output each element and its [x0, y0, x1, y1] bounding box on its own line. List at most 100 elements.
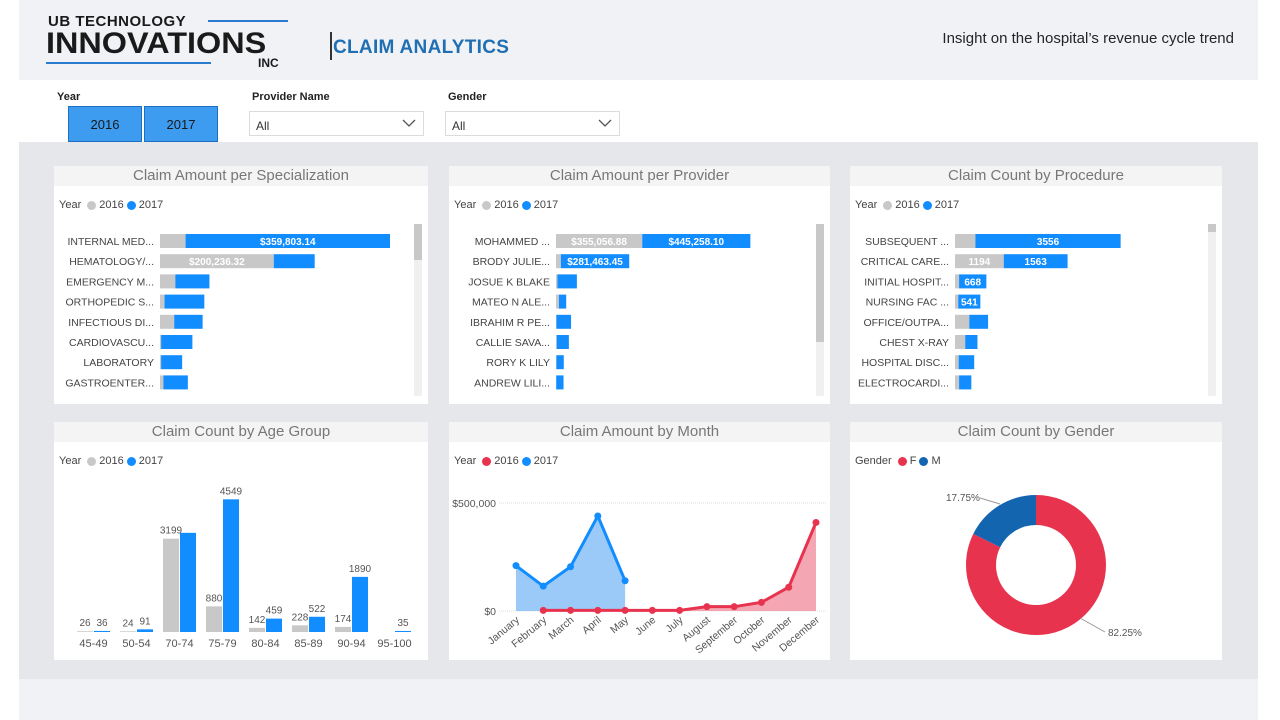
category-label: ANDREW LILI...: [474, 377, 550, 389]
category-label: MOHAMMED ...: [475, 236, 550, 248]
category-label: HOSPITAL DISC...: [861, 357, 949, 369]
bar-2016: [955, 254, 1004, 269]
bar-2016: [955, 355, 959, 370]
chart-legend: Year 2016 2017: [855, 199, 959, 211]
x-tick-label: 70-74: [165, 638, 193, 650]
leader-line: [1079, 617, 1106, 633]
legend-label-2016: 2016: [494, 199, 519, 211]
header-tagline: Insight on the hospital’s revenue cycle …: [942, 30, 1234, 47]
x-tick-label: April: [580, 614, 604, 637]
column-2017: [94, 630, 110, 632]
category-label: JOSUE K BLAKE: [468, 276, 550, 288]
column-chart: 26 36 45-49 24 91 50-54 3199 70-74 880 4549 75-79 1…: [77, 486, 412, 650]
category-label: CALLIE SAVA...: [476, 337, 550, 349]
bar-2017: [1003, 254, 1068, 269]
bar-2016: [955, 335, 966, 349]
bar-2016: [160, 234, 186, 248]
point-2016: [812, 518, 820, 526]
chart-scrollbar[interactable]: [816, 224, 824, 396]
x-tick-label: 85-89: [294, 638, 322, 650]
category-label: CHEST X-RAY: [879, 337, 949, 349]
scrollbar-thumb[interactable]: [1208, 224, 1216, 232]
data-label-2017: 1890: [349, 564, 372, 575]
footer-bar: [19, 679, 1258, 720]
legend-label-m: M: [931, 455, 941, 467]
data-label-2017: 1563: [1025, 257, 1048, 268]
data-label-2017: $281,463.45: [567, 257, 623, 268]
chart-title: Claim Amount per Provider: [449, 166, 830, 186]
point-2016: [785, 583, 793, 591]
chart-scrollbar[interactable]: [414, 224, 422, 396]
data-label-2016: 142: [249, 615, 266, 626]
provider-dropdown[interactable]: All: [249, 111, 424, 136]
bar-2017: [969, 314, 989, 329]
data-label-2017: 541: [961, 298, 978, 309]
bar-2016: [955, 234, 976, 248]
scrollbar-thumb[interactable]: [414, 224, 422, 260]
bar-2016: [955, 274, 960, 289]
legend-label-f: F: [909, 455, 917, 467]
chart-legend: Year 2016 2017: [454, 455, 558, 467]
bar-2017: [965, 335, 978, 349]
category-label: ORTHOPEDIC S...: [66, 297, 155, 309]
data-label-2016: 3199: [160, 526, 183, 537]
point-2016: [757, 598, 765, 606]
provider-slicer-label: Provider Name: [252, 91, 330, 103]
category-label: MATEO N ALE...: [472, 297, 550, 309]
legend-dot-2016: [87, 456, 97, 466]
data-label-2017: $359,803.14: [260, 237, 316, 248]
data-label-2017: 91: [139, 616, 151, 627]
bar-2017: [273, 254, 315, 269]
chart-card-age-group[interactable]: Claim Count by Age Group Year 2016 2017 …: [54, 422, 428, 660]
chart-legend: Year 2016 2017: [59, 455, 163, 467]
column-2016: [77, 631, 93, 632]
legend-dot-2017: [922, 200, 932, 210]
year-button-2017[interactable]: 2017: [144, 106, 218, 142]
point-2017: [567, 563, 575, 571]
legend-label-2016: 2016: [895, 199, 920, 211]
data-label-2017: 522: [309, 604, 326, 615]
legend-dot-2017: [521, 200, 531, 210]
donut-slice-m: [966, 495, 1106, 635]
category-label: INITIAL HOSPIT...: [864, 276, 949, 288]
bar-2016: [160, 274, 176, 289]
x-tick-label: 45-49: [79, 638, 107, 650]
chart-scrollbar[interactable]: [1208, 224, 1216, 396]
year-button-2016[interactable]: 2016: [68, 106, 142, 142]
bar-2017: [556, 355, 564, 370]
chart-card-month[interactable]: Claim Amount by Month Year 2016 2017 $50…: [449, 422, 830, 660]
column-2016: [335, 626, 351, 632]
year-slicer-label: Year: [57, 91, 81, 103]
point-2016: [703, 603, 711, 611]
point-2016: [567, 606, 575, 614]
donut-chart: 82.25% 17.75%: [946, 493, 1142, 639]
category-label: SUBSEQUENT ...: [865, 236, 949, 248]
bar-chart: MOHAMMED ... $355,056.88 $445,258.10 BRODY …: [468, 234, 751, 390]
point-2016: [730, 603, 738, 611]
chart-card-procedure[interactable]: Claim Count by Procedure Year 2016 2017 …: [850, 166, 1222, 404]
bar-2016: [556, 294, 559, 309]
category-label: OFFICE/OUTPA...: [863, 317, 949, 329]
data-label-2016: 174: [335, 614, 352, 625]
legend-title: Year: [454, 455, 477, 467]
legend-dot-2016: [883, 200, 893, 210]
legend-label-2016: 2016: [494, 455, 519, 467]
bar-2016: [160, 294, 165, 309]
data-label-2016: 24: [122, 618, 134, 629]
gender-slicer-label: Gender: [448, 91, 487, 103]
chart-card-gender[interactable]: Claim Count by Gender Gender F M 82.25% 1…: [850, 422, 1222, 660]
point-2017: [512, 562, 520, 570]
scrollbar-thumb[interactable]: [816, 224, 824, 342]
chart-card-provider[interactable]: Claim Amount per Provider Year 2016 2017…: [449, 166, 830, 404]
legend-label-2017: 2017: [533, 455, 559, 467]
point-2016: [648, 606, 656, 614]
x-tick-label: May: [608, 614, 631, 636]
chart-title: Claim Count by Procedure: [850, 166, 1222, 186]
chart-card-specialization[interactable]: Claim Amount per Specialization Year 201…: [54, 166, 428, 404]
bar-2017: [163, 375, 188, 390]
category-label: EMERGENCY M...: [66, 276, 154, 288]
chevron-down-icon: [402, 119, 416, 127]
gender-dropdown[interactable]: All: [445, 111, 620, 136]
